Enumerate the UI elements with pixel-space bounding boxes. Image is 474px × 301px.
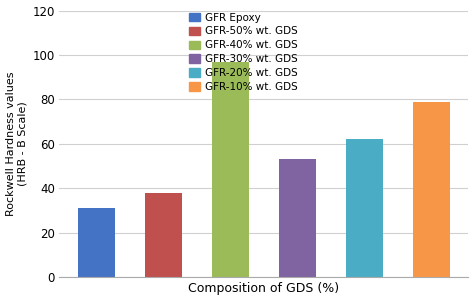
Bar [145,193,182,277]
Bar [279,159,316,277]
X-axis label: Composition of GDS (%): Composition of GDS (%) [188,282,339,296]
Bar [78,208,115,277]
Y-axis label: Rockwell Hardness values
(HRB - B Scale): Rockwell Hardness values (HRB - B Scale) [6,71,27,216]
Legend: GFR Epoxy, GFR-50% wt. GDS, GFR-40% wt. GDS, GFR-30% wt. GDS, GFR-20% wt. GDS, G: GFR Epoxy, GFR-50% wt. GDS, GFR-40% wt. … [187,11,300,95]
Bar [212,62,249,277]
Bar [346,139,383,277]
Bar [413,101,450,277]
